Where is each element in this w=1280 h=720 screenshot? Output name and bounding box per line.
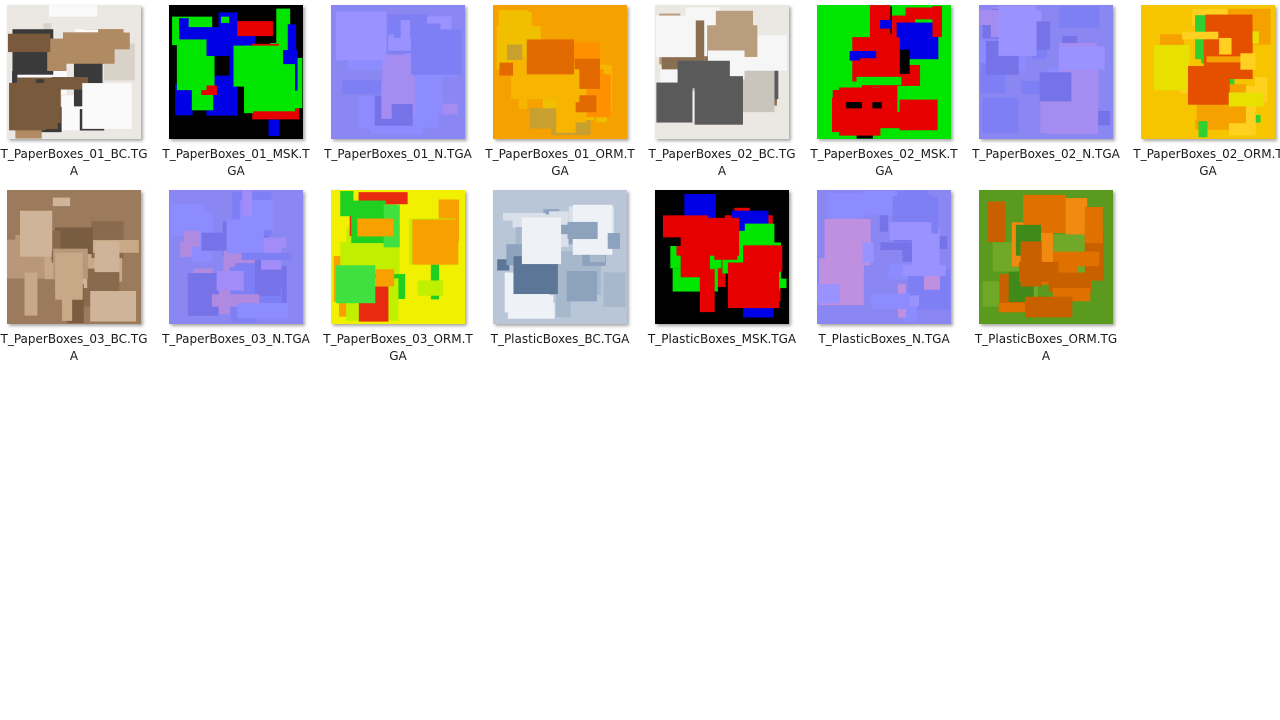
thumbnail [979, 5, 1113, 139]
file-item[interactable]: T_PlasticBoxes_BC.TGA [489, 190, 645, 370]
file-name: T_PaperBoxes_01_N.TGA [324, 147, 472, 161]
file-item[interactable]: T_PaperBoxes_01_MSK.TGA [162, 5, 321, 185]
file-name: T_PaperBoxes_01_ORM.TGA [485, 147, 635, 178]
file-item[interactable]: T_PlasticBoxes_N.TGA [813, 190, 969, 370]
file-item[interactable]: T_PaperBoxes_02_ORM.TGA [1133, 5, 1280, 185]
thumbnail [331, 190, 465, 324]
file-name: T_PaperBoxes_03_N.TGA [162, 332, 310, 346]
file-name: T_PlasticBoxes_ORM.TGA [974, 332, 1118, 363]
file-item[interactable]: T_PlasticBoxes_ORM.TGA [975, 190, 1131, 370]
thumbnail [331, 5, 465, 139]
file-item[interactable]: T_PaperBoxes_01_ORM.TGA [485, 5, 645, 185]
thumbnail [1141, 5, 1275, 139]
thumbnail [169, 190, 303, 324]
file-item[interactable]: T_PaperBoxes_01_N.TGA [324, 5, 483, 185]
file-item[interactable]: T_PlasticBoxes_MSK.TGA [648, 190, 807, 370]
thumbnail [655, 5, 789, 139]
file-name: T_PaperBoxes_01_BC.TGA [0, 147, 148, 178]
file-name: T_PlasticBoxes_MSK.TGA [647, 332, 797, 346]
file-item[interactable]: T_PaperBoxes_03_BC.TGA [0, 190, 159, 370]
thumbnail [655, 190, 789, 324]
file-name: T_PlasticBoxes_BC.TGA [490, 332, 630, 346]
file-item[interactable]: T_PaperBoxes_02_MSK.TGA [810, 5, 969, 185]
file-name: T_PaperBoxes_03_BC.TGA [0, 332, 148, 363]
file-item[interactable]: T_PaperBoxes_03_ORM.TGA [323, 190, 483, 370]
file-name: T_PaperBoxes_03_ORM.TGA [323, 332, 473, 363]
thumbnail [493, 5, 627, 139]
thumbnail [979, 190, 1113, 324]
file-name: T_PlasticBoxes_N.TGA [818, 332, 950, 346]
file-name: T_PaperBoxes_02_N.TGA [972, 147, 1120, 161]
thumbnail [493, 190, 627, 324]
file-name: T_PaperBoxes_02_BC.TGA [648, 147, 796, 178]
file-name: T_PaperBoxes_01_MSK.TGA [162, 147, 310, 178]
file-item[interactable]: T_PaperBoxes_01_BC.TGA [0, 5, 159, 185]
thumbnail [817, 190, 951, 324]
thumbnail [817, 5, 951, 139]
thumbnail [7, 5, 141, 139]
thumbnail [169, 5, 303, 139]
file-name: T_PaperBoxes_02_MSK.TGA [810, 147, 958, 178]
file-item[interactable]: T_PaperBoxes_02_N.TGA [972, 5, 1131, 185]
file-name: T_PaperBoxes_02_ORM.TGA [1133, 147, 1280, 178]
file-item[interactable]: T_PaperBoxes_03_N.TGA [162, 190, 321, 370]
file-item[interactable]: T_PaperBoxes_02_BC.TGA [649, 5, 807, 185]
thumbnail [7, 190, 141, 324]
